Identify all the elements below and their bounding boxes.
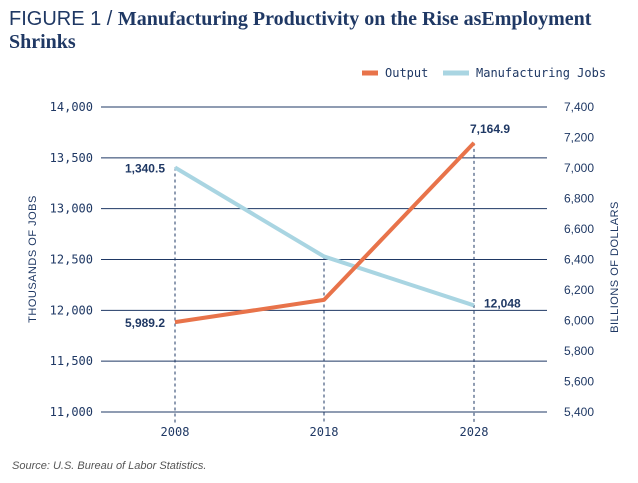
chart-title: FIGURE 1 / Manufacturing Productivity on… <box>9 8 629 54</box>
right-tick-label: 7,200 <box>564 131 594 145</box>
legend: Output Manufacturing Jobs <box>362 66 606 80</box>
figure-label: FIGURE 1 / <box>9 8 118 30</box>
left-tick-label: 11,500 <box>50 354 93 368</box>
category-dropdown-lines <box>174 142 475 424</box>
right-tick-label: 5,400 <box>564 405 594 419</box>
right-axis-ticks: 5,400 5,600 5,800 6,000 6,200 6,400 6,600 6,800… <box>564 100 594 419</box>
series-line-output <box>174 141 476 325</box>
data-labels: 5,989.2 1,340.5 7,164.9 12,048 <box>125 122 521 330</box>
legend-label-manufacturing-jobs: Manufacturing Jobs <box>476 66 606 80</box>
left-tick-label: 11,000 <box>50 405 93 419</box>
right-tick-label: 5,600 <box>564 375 594 389</box>
left-tick-label: 13,000 <box>50 202 93 216</box>
left-axis-ticks: 11,000 11,500 12,000 12,500 13,000 13,500 14,0… <box>50 100 93 419</box>
data-label: 12,048 <box>484 296 521 310</box>
right-tick-label: 6,800 <box>564 192 594 206</box>
left-tick-label: 14,000 <box>50 100 93 114</box>
right-tick-label: 7,000 <box>564 161 594 175</box>
source-note: Source: U.S. Bureau of Labor Statistics. <box>12 460 207 472</box>
left-tick-label: 12,000 <box>50 303 93 317</box>
x-tick-label: 2008 <box>161 425 190 439</box>
right-tick-label: 5,800 <box>564 344 594 358</box>
right-tick-label: 6,000 <box>564 314 594 328</box>
left-axis-label: THOUSANDS OF JOBS <box>27 195 39 323</box>
x-tick-label: 2018 <box>310 425 339 439</box>
left-tick-label: 13,500 <box>50 151 93 165</box>
series-line-manufacturing-jobs <box>173 165 475 308</box>
right-axis-label: BILLIONS OF DOLLARS <box>609 201 621 333</box>
legend-label-output: Output <box>385 66 428 80</box>
left-tick-label: 12,500 <box>50 253 93 267</box>
data-label: 5,989.2 <box>125 316 165 330</box>
x-tick-label: 2028 <box>460 425 489 439</box>
data-label: 7,164.9 <box>470 122 510 136</box>
right-tick-label: 7,400 <box>564 100 594 114</box>
chart-title-text: Manufacturing Productivity on the Rise a… <box>9 8 592 53</box>
series-lines <box>173 141 476 325</box>
right-tick-label: 6,400 <box>564 253 594 267</box>
x-axis-ticks: 2008 2018 2028 <box>161 425 489 439</box>
data-label: 1,340.5 <box>125 161 165 175</box>
right-tick-label: 6,600 <box>564 222 594 236</box>
right-tick-label: 6,200 <box>564 283 594 297</box>
